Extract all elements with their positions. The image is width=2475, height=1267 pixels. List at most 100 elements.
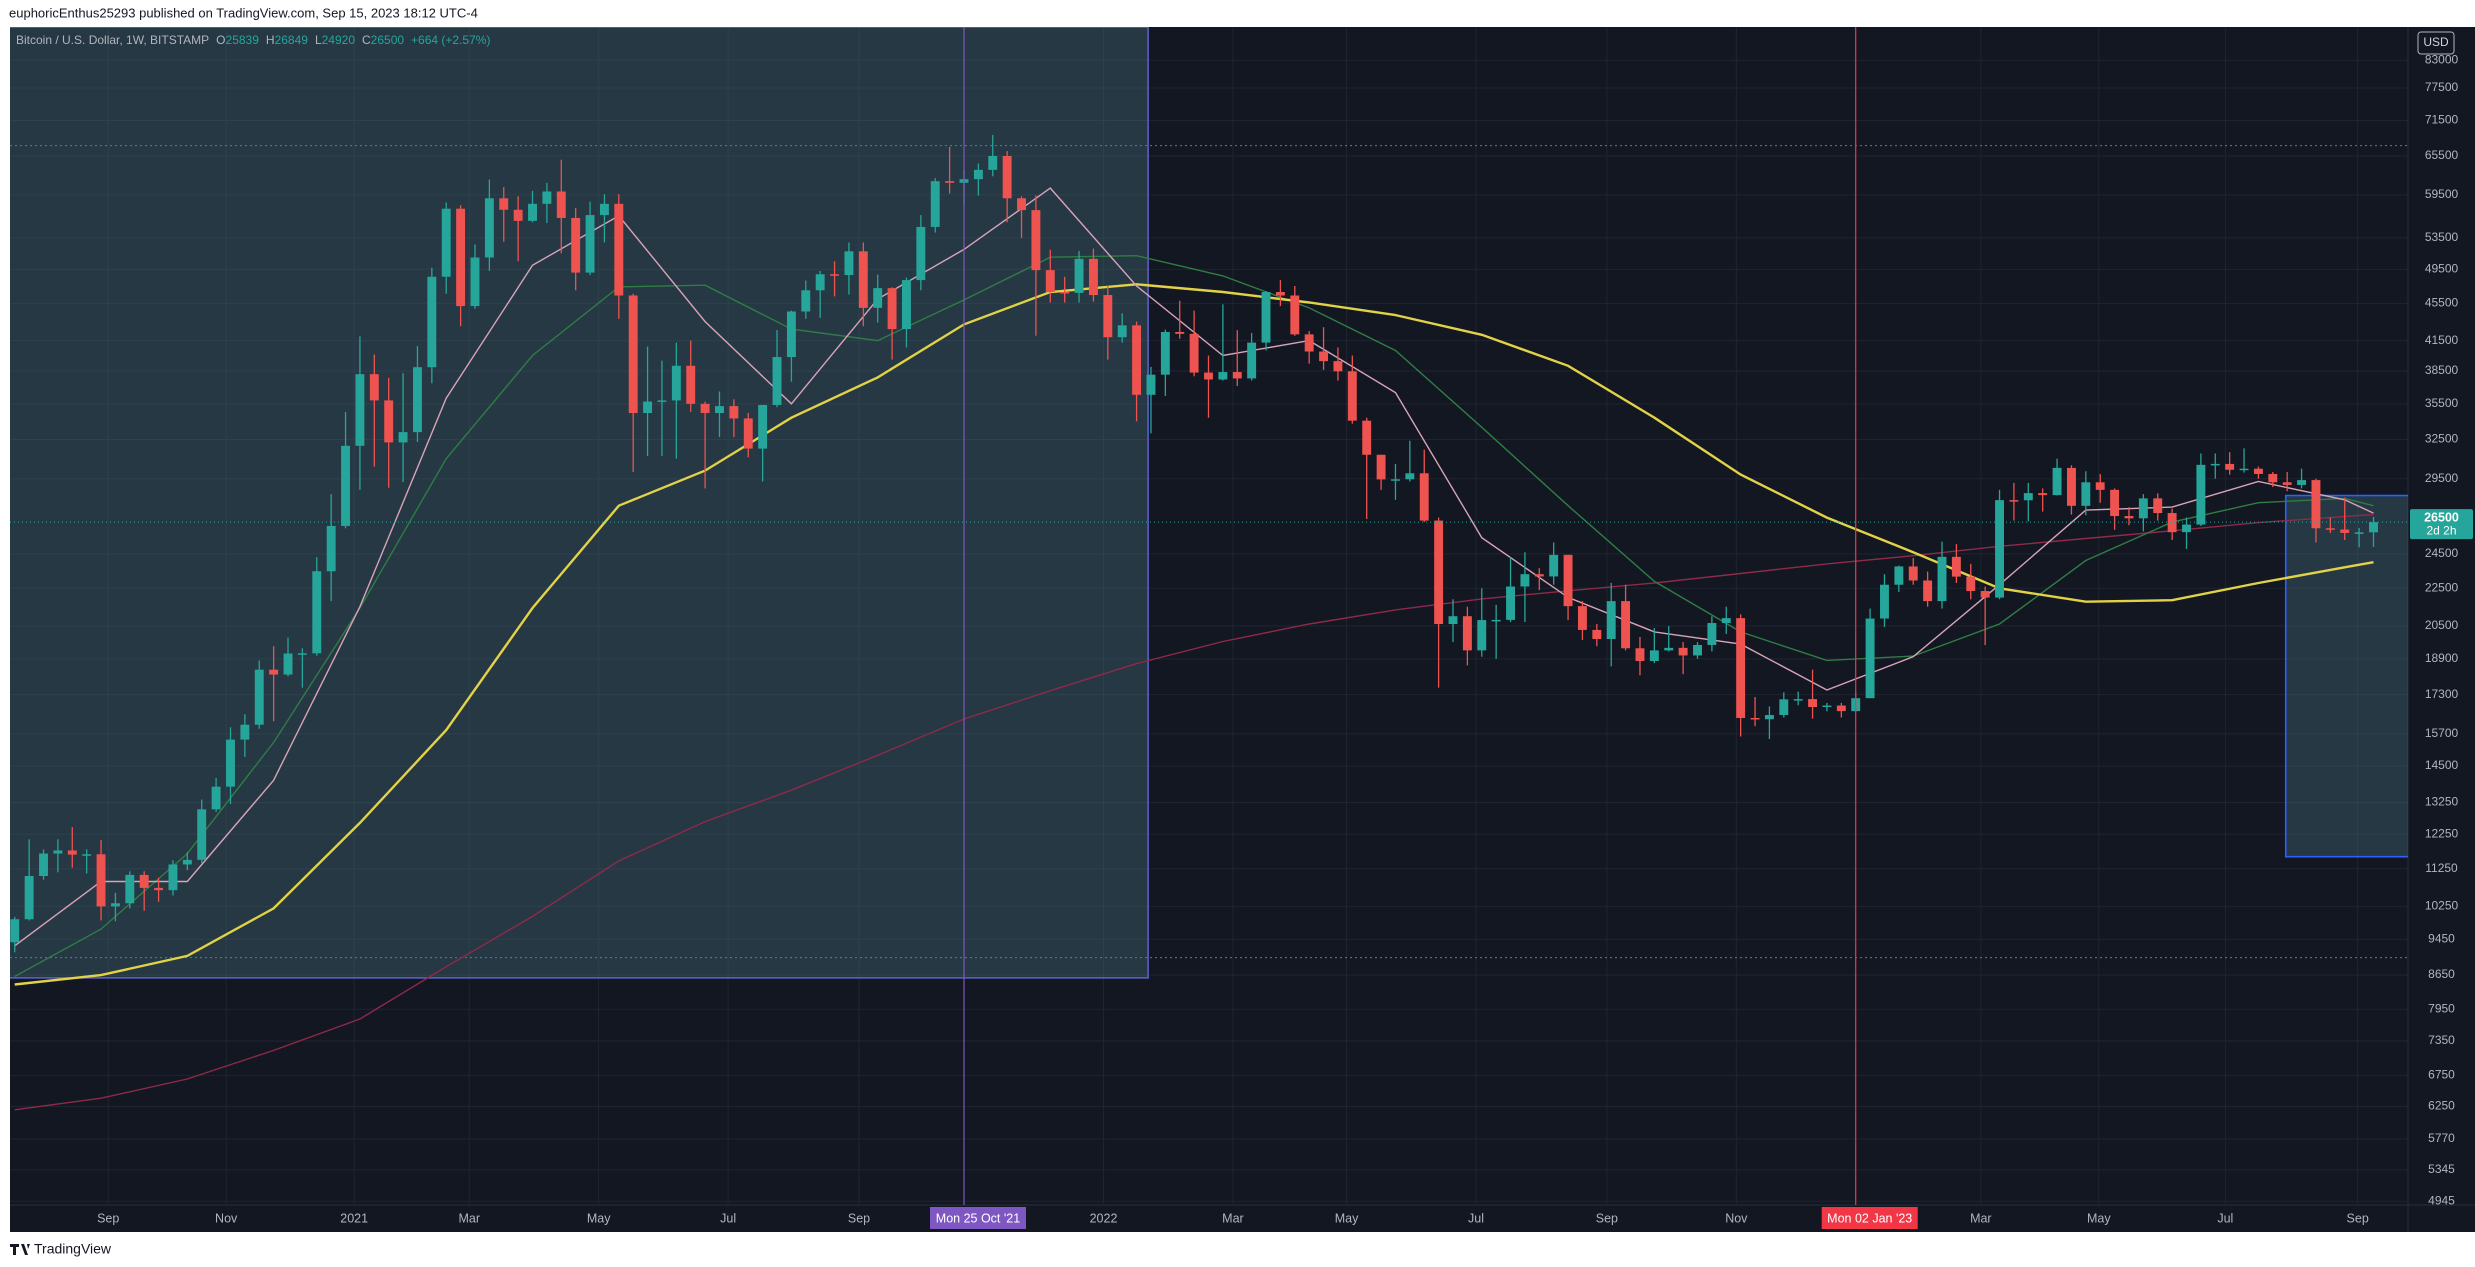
candle-body	[226, 739, 235, 787]
candle-body	[2196, 464, 2206, 525]
candle-body	[2182, 524, 2191, 533]
candle-body	[412, 367, 422, 433]
candle-body	[1160, 331, 1170, 375]
candle-body	[1347, 371, 1357, 421]
candle-body	[2268, 473, 2278, 483]
candle-body	[168, 864, 178, 891]
candle-body	[1448, 616, 1458, 625]
candle-body	[1275, 292, 1285, 296]
candle-body	[1908, 566, 1918, 581]
candle-body	[1017, 198, 1026, 211]
candle-body	[628, 295, 638, 414]
candle-body	[1793, 699, 1803, 701]
candle-body	[513, 209, 523, 221]
candle-body	[1534, 574, 1544, 577]
candle-body	[916, 226, 926, 281]
candle-body	[1261, 292, 1271, 343]
x-tick-label: Sep	[97, 1211, 119, 1225]
candle-body	[686, 365, 696, 404]
candle-body	[499, 198, 509, 210]
candle-body	[1477, 620, 1487, 651]
candle-body	[1290, 295, 1300, 335]
candle-body	[427, 276, 437, 368]
candle-body	[2009, 500, 2019, 502]
x-tick-label: Jul	[720, 1211, 736, 1225]
x-tick-label: Jul	[2217, 1211, 2233, 1225]
y-tick-label: 11250	[2425, 861, 2458, 875]
axes: 83000 77500 71500 65500 59500 53500 49500 45500…	[16, 31, 2473, 1229]
candle-body	[197, 809, 207, 860]
candle-body	[470, 257, 480, 307]
candle-body	[1678, 647, 1688, 656]
candle-body	[2066, 467, 2076, 506]
candle-body	[1319, 351, 1329, 362]
candle-body	[643, 401, 653, 414]
logo-text: TradingView	[34, 1241, 112, 1257]
candle-body	[614, 203, 624, 296]
candle-body	[1088, 258, 1098, 296]
y-tick-label: 6250	[2428, 1099, 2455, 1113]
x-tick-label: 2022	[1090, 1211, 1118, 1225]
candle-body	[1419, 473, 1429, 521]
candle-body	[830, 274, 840, 276]
candle-body	[902, 280, 911, 330]
candle-body	[1218, 372, 1228, 380]
candle-body	[1405, 473, 1415, 480]
candle-body	[657, 400, 667, 402]
ohlc-label: C	[362, 33, 371, 47]
candle-body	[182, 859, 192, 865]
candle-body	[887, 288, 897, 330]
candle-body	[283, 653, 293, 675]
time-marker-label: Mon 25 Oct '21	[936, 1211, 1020, 1225]
candle-body	[456, 208, 466, 307]
candle-body	[53, 850, 63, 854]
candle-body	[1592, 629, 1602, 640]
candle-body	[2253, 468, 2263, 474]
candle-body	[1836, 705, 1846, 712]
candle-body	[973, 169, 983, 180]
time-marker-label: Mon 02 Jan '23	[1827, 1211, 1912, 1225]
candle-body	[2340, 529, 2350, 533]
candle-body	[772, 357, 782, 405]
x-tick-label: 2021	[340, 1211, 368, 1225]
candle-body	[729, 406, 739, 419]
time-marker-background	[1821, 1207, 1918, 1229]
ohlc-label: L	[315, 33, 322, 47]
y-tick-label: 53500	[2425, 230, 2459, 244]
bar-countdown: 2d 2h	[2426, 523, 2456, 537]
candle-body	[758, 404, 768, 449]
y-tick-label: 59500	[2425, 187, 2459, 201]
y-tick-label: 29500	[2425, 471, 2459, 485]
time-marker-background	[929, 1207, 1026, 1229]
y-tick-label: 18900	[2425, 651, 2459, 665]
symbol-title: Bitcoin / U.S. Dollar, 1W, BITSTAMP	[16, 33, 209, 47]
candle-body	[1764, 715, 1774, 720]
candle-body	[2138, 498, 2148, 519]
y-tick-label: 10250	[2425, 899, 2459, 913]
y-tick-label: 7350	[2428, 1033, 2455, 1047]
candle-body	[1736, 618, 1746, 718]
x-tick-label: May	[2087, 1211, 2111, 1225]
tradingview-logo: TradingView	[10, 1241, 112, 1257]
x-tick-label: May	[1335, 1211, 1359, 1225]
candle-body	[1376, 454, 1386, 480]
candle-body	[1506, 586, 1515, 620]
candle-body	[801, 290, 811, 312]
candle-body	[528, 203, 537, 221]
candle-body	[1045, 270, 1055, 293]
y-tick-label: 12250	[2425, 826, 2459, 840]
candle-body	[2110, 489, 2120, 517]
plot-area	[10, 27, 2408, 1205]
candle-body	[700, 403, 710, 414]
symbol-legend: Bitcoin / U.S. Dollar, 1W, BITSTAMP O2583…	[16, 33, 490, 47]
candle-body	[988, 156, 998, 170]
x-tick-label: Mar	[1970, 1211, 1992, 1225]
y-tick-label: 24500	[2425, 546, 2459, 560]
rectangle-drawing	[2284, 494, 2408, 858]
y-tick-label: 45500	[2425, 296, 2459, 310]
candle-body	[1549, 554, 1559, 577]
candle-body	[1074, 258, 1084, 293]
candle-body	[355, 374, 365, 446]
ohlc-value: 26500	[371, 33, 405, 47]
currency-label: USD	[2423, 35, 2449, 49]
